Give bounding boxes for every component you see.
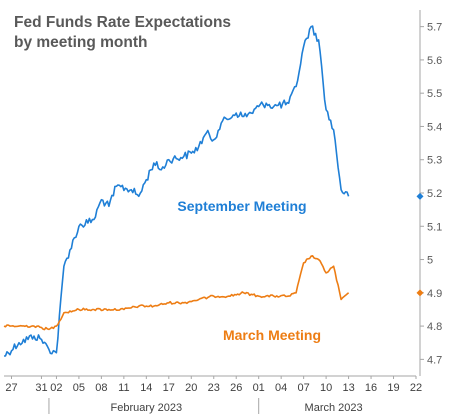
month-label: March 2023	[305, 402, 363, 414]
x-axis: 27 31 02 05 08 11 14 17 20 23 26 01 04 07 10 13 16 19 22 Fe…	[4, 375, 422, 414]
y-tick-label: 4.8	[427, 321, 442, 333]
series-layer	[3, 25, 424, 357]
x-tick-label: 20	[185, 382, 197, 394]
x-tick-label: 19	[387, 382, 399, 394]
y-tick-label: 5	[427, 255, 433, 267]
y-tick-label: 5.5	[427, 88, 442, 100]
x-tick-label: 05	[73, 382, 85, 394]
month-label: February 2023	[111, 402, 183, 414]
x-tick-label: 26	[230, 382, 242, 394]
y-tick-label: 5.6	[427, 55, 442, 67]
x-tick-label: 08	[95, 382, 107, 394]
y-tick-label: 5.7	[427, 22, 442, 34]
x-tick-label: 17	[163, 382, 175, 394]
y-tick-label: 5.2	[427, 188, 442, 200]
x-tick-label: 02	[50, 382, 62, 394]
series-labels: September Meeting March Meeting	[177, 198, 321, 343]
x-tick-label: 31	[35, 382, 47, 394]
x-tick-label: 23	[208, 382, 220, 394]
x-tick-label: 04	[275, 382, 287, 394]
x-tick-label: 10	[320, 382, 332, 394]
y-tick-label: 4.9	[427, 288, 442, 300]
last-value-marker	[416, 192, 424, 200]
x-tick-label: 11	[118, 382, 129, 394]
chart-subtitle: by meeting month	[14, 34, 148, 51]
x-tick-label: 07	[298, 382, 310, 394]
x-tick-label: 13	[342, 382, 354, 394]
series-label-march: March Meeting	[223, 327, 321, 343]
series-line-september	[3, 25, 350, 357]
x-tick-label: 27	[5, 382, 17, 394]
x-tick-label: 22	[410, 382, 422, 394]
series-line-march	[3, 255, 350, 331]
y-tick-label: 5.4	[427, 121, 442, 133]
y-tick-label: 5.3	[427, 155, 442, 167]
chart-title: Fed Funds Rate Expectations	[14, 14, 232, 31]
x-tick-label: 14	[140, 382, 152, 394]
x-tick-label: 16	[365, 382, 377, 394]
y-axis: 5.7 5.6 5.5 5.4 5.3 5.2 5.1 5 4.9 4.8 4.7	[419, 10, 442, 376]
y-tick-label: 4.7	[427, 354, 442, 366]
x-tick-label: 01	[253, 382, 265, 394]
series-label-september: September Meeting	[177, 198, 306, 214]
y-tick-label: 5.1	[427, 221, 442, 233]
last-value-marker	[416, 289, 424, 297]
